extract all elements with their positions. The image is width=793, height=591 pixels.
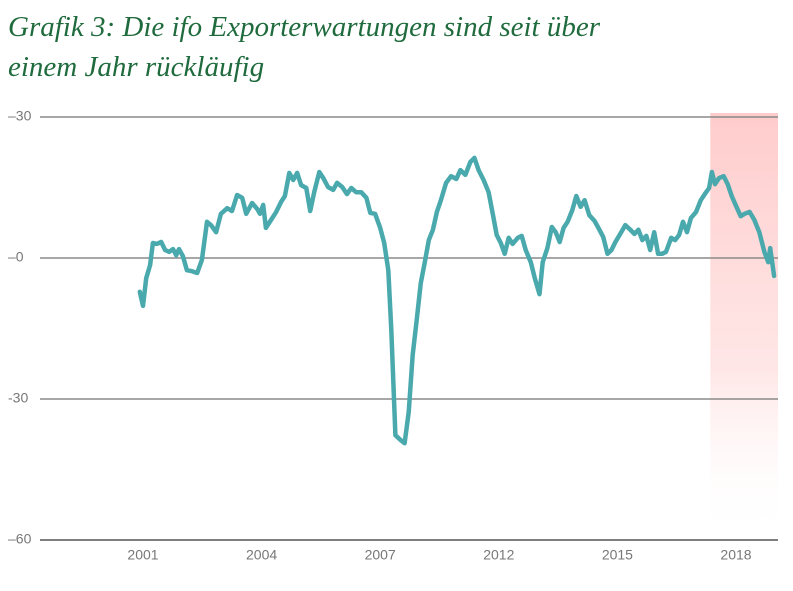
x-tick-label: 2001 <box>127 547 158 563</box>
x-tick-label: 2004 <box>246 547 277 563</box>
y-tick-label: –0 <box>8 249 24 265</box>
highlight-band <box>710 113 778 540</box>
x-tick-label: 2007 <box>365 547 396 563</box>
title-line: Grafik 3: Die ifo Exporterwartungen sind… <box>8 11 601 43</box>
x-tick-label: 2018 <box>720 547 751 563</box>
plot: –30 –0 -30 –60 2001 2004 2007 2012 2015 2018 <box>8 108 778 563</box>
y-tick-label: –30 <box>8 108 32 124</box>
data-line <box>137 155 777 446</box>
title-line: einem Jahr rückläufig <box>8 51 264 83</box>
x-tick-label: 2015 <box>602 547 633 563</box>
y-tick-label: –60 <box>8 531 32 547</box>
y-tick-label: -30 <box>8 390 28 406</box>
chart-title: Grafik 3: Die ifo Exporterwartungen sind… <box>8 11 601 83</box>
x-tick-label: 2012 <box>483 547 514 563</box>
